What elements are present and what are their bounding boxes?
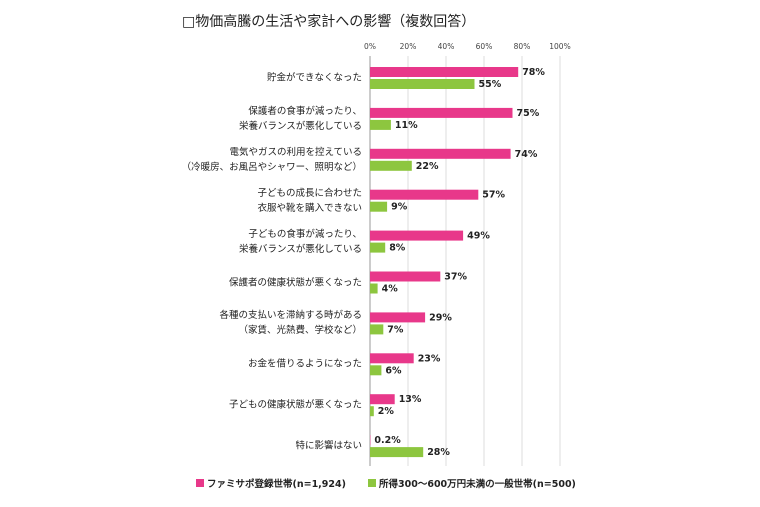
bar (370, 283, 378, 294)
value-label: 9% (391, 202, 408, 213)
category-label: お金を借りるようになった (247, 358, 362, 370)
bar (370, 271, 441, 282)
bar (370, 353, 414, 364)
category-label: 子どもの健康状態が悪くなった (228, 399, 362, 411)
value-label: 23% (418, 353, 441, 364)
x-tick-label: 40% (438, 42, 455, 51)
value-label: 78% (522, 67, 545, 78)
x-tick-label: 0% (364, 42, 376, 51)
category-label: 電気やガスの利用を控えている （冷暖房、お風呂やシャワー、照明など） (181, 146, 362, 173)
bar (370, 365, 382, 376)
bar (370, 447, 424, 458)
value-label: 7% (387, 324, 404, 335)
x-tick-label: 20% (400, 42, 417, 51)
category-label: 子どもの食事が減ったり、 栄養バランスが悪化している (238, 228, 362, 255)
category-label: 保護者の健康状態が悪くなった (228, 277, 362, 288)
bar (370, 160, 412, 171)
bar (370, 79, 475, 89)
value-label: 75% (517, 108, 540, 119)
bar (370, 201, 388, 212)
value-label: 22% (416, 161, 439, 172)
category-label: 特に影響はない (295, 440, 362, 452)
bar (370, 148, 511, 159)
bar (370, 312, 426, 323)
category-label: 貯金ができなくなった (266, 72, 362, 84)
value-label: 57% (482, 190, 505, 201)
bar (370, 394, 395, 405)
x-tick-label: 80% (514, 42, 531, 51)
category-label: 各種の支払いを滞納する時がある （家賃、光熱費、学校など） (219, 310, 362, 337)
value-label: 2% (378, 406, 395, 417)
legend-label: ファミサポ登録世帯(n=1,924) (207, 479, 346, 490)
value-label: 0.2% (374, 435, 401, 446)
bar (370, 324, 384, 335)
bar (370, 230, 464, 241)
category-label: 保護者の食事が減ったり、 栄養バランスが悪化している (238, 105, 362, 132)
bar (370, 107, 513, 118)
legend-swatch (196, 479, 204, 487)
x-tick-label: 60% (476, 42, 493, 51)
value-label: 55% (479, 79, 502, 90)
value-label: 11% (395, 120, 418, 131)
value-label: 13% (399, 394, 422, 405)
chart-title: □物価高騰の生活や家計への影響（複数回答） (182, 13, 475, 30)
bar (370, 189, 479, 200)
x-tick-label: 100% (549, 42, 570, 51)
legend-swatch (368, 479, 376, 487)
value-label: 49% (467, 231, 490, 242)
value-label: 29% (429, 312, 452, 323)
bar (370, 119, 391, 130)
value-label: 6% (385, 365, 402, 376)
value-label: 4% (382, 284, 399, 295)
category-label: 子どもの成長に合わせた 衣服や靴を購入できない (257, 187, 362, 214)
bar (370, 67, 519, 77)
value-label: 74% (515, 149, 538, 160)
value-label: 28% (427, 447, 450, 458)
value-label: 8% (389, 243, 406, 254)
bar (370, 242, 386, 253)
bar (370, 406, 374, 417)
value-label: 37% (444, 272, 467, 283)
legend-label: 所得300～600万円未満の一般世帯(n=500) (379, 479, 576, 490)
